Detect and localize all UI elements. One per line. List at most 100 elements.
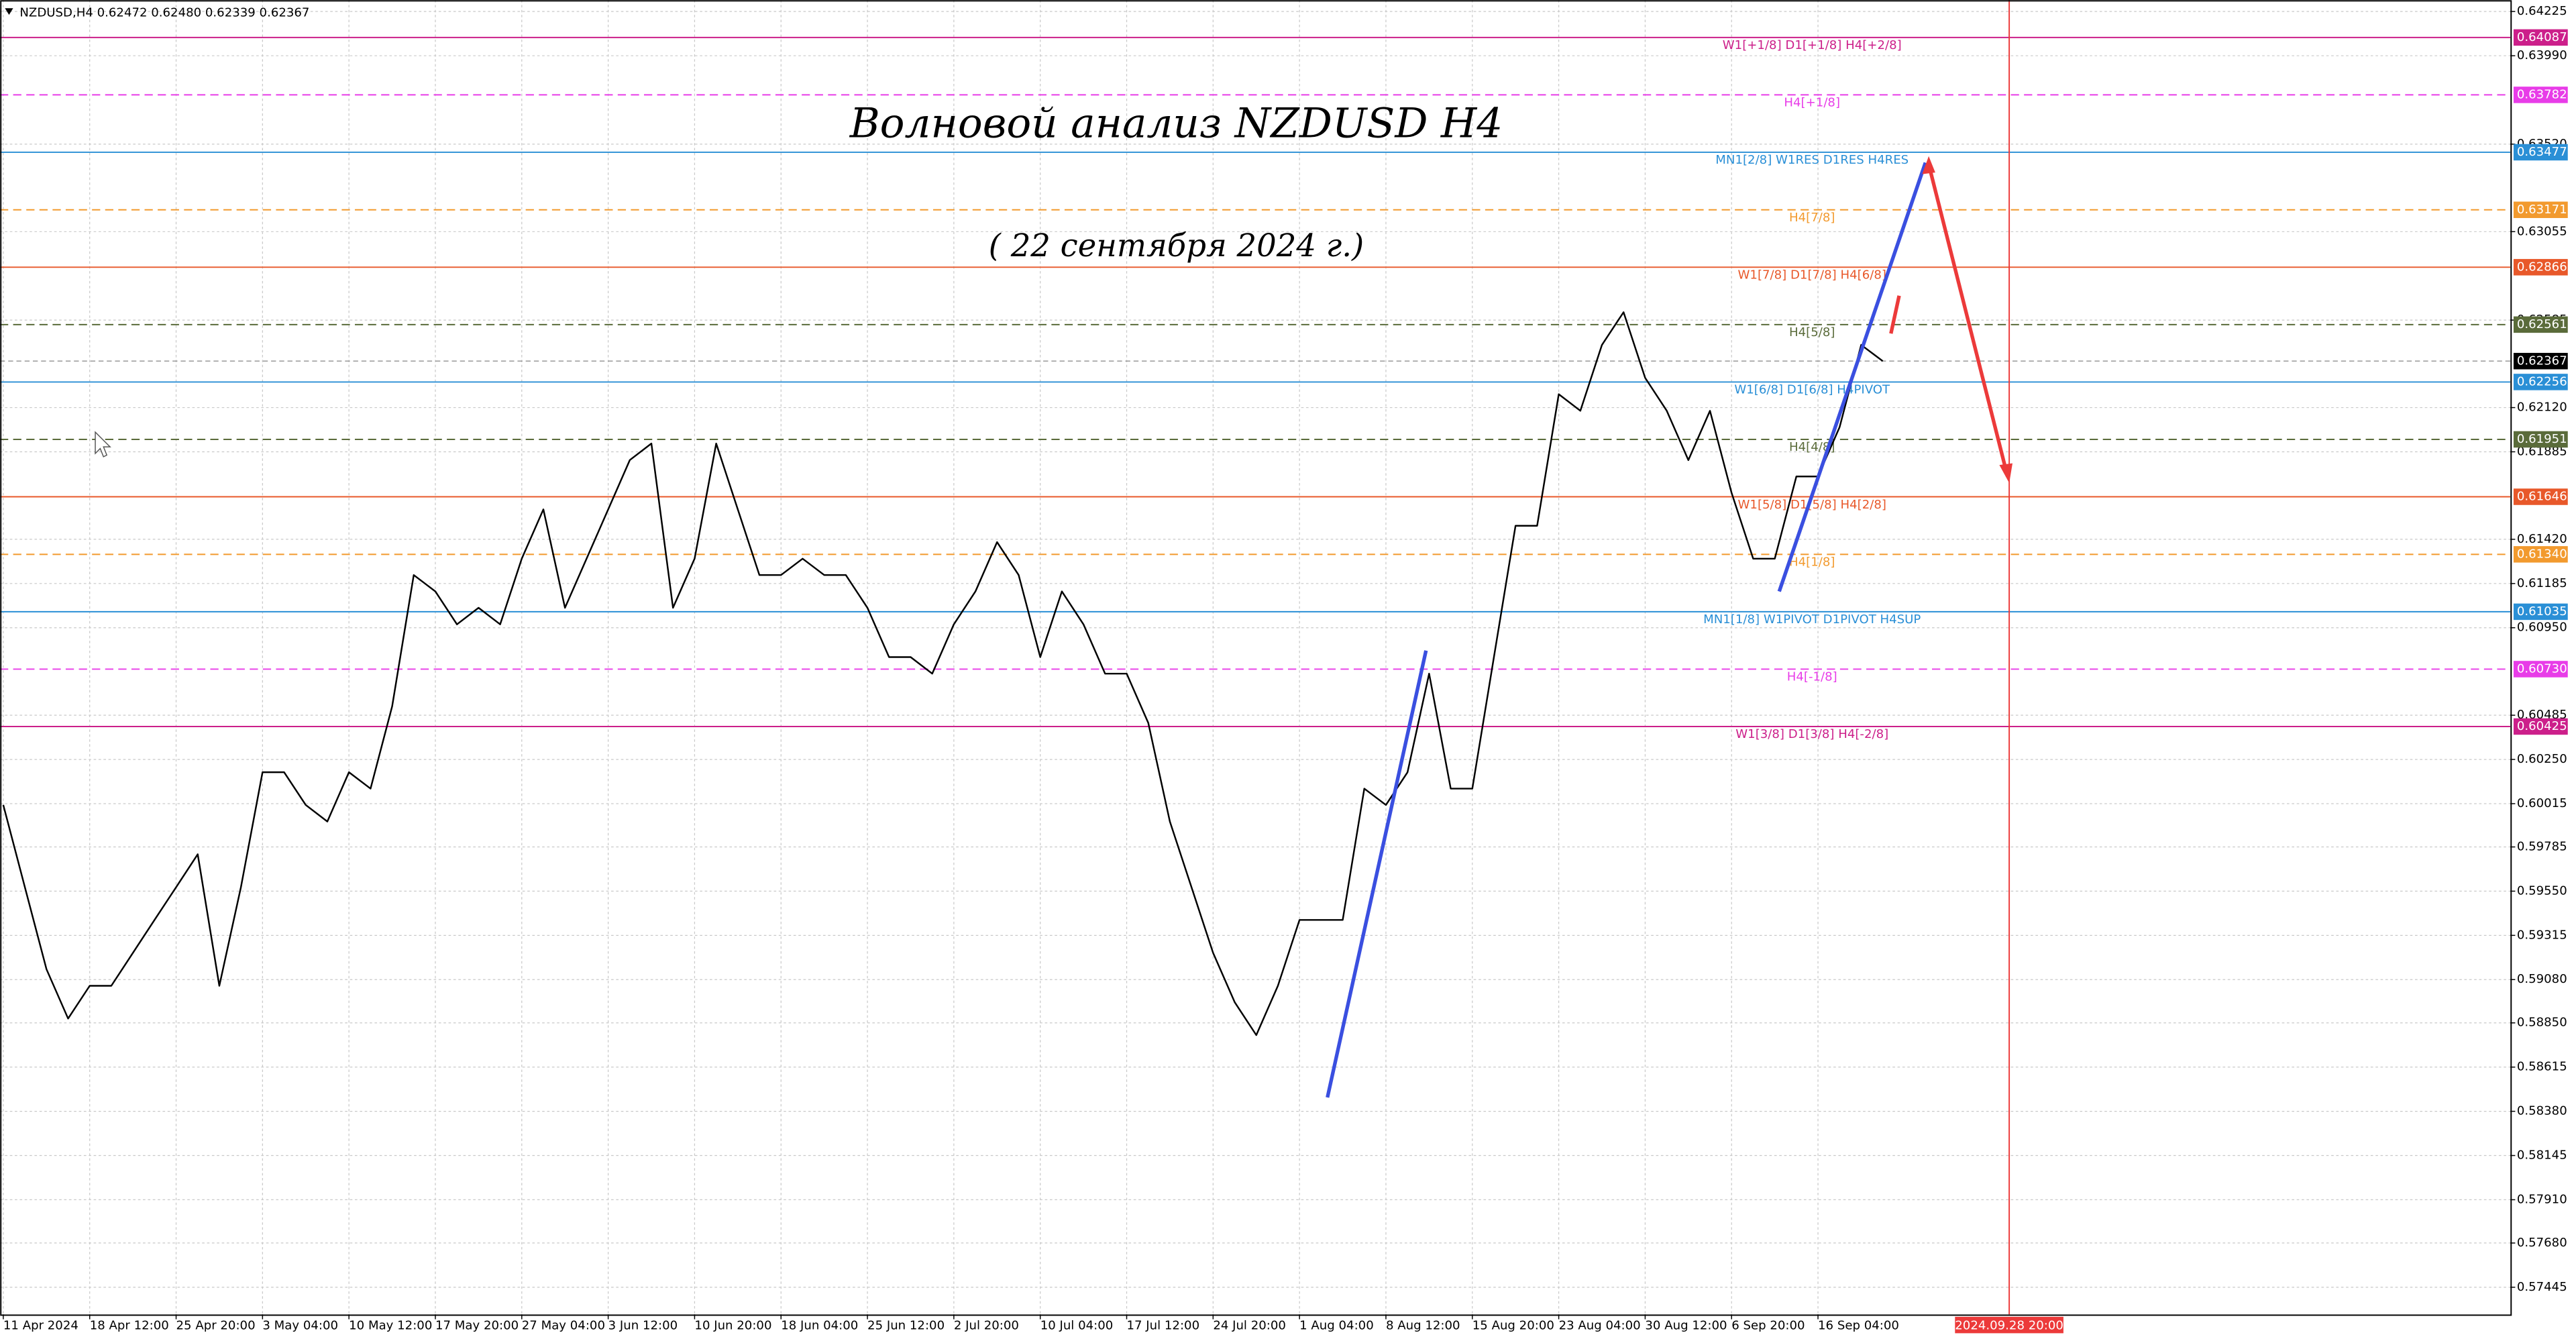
y-tick-label: 0.61420 — [2517, 532, 2567, 546]
forecast-line — [1927, 164, 2010, 477]
x-tick-label: 16 Sep 04:00 — [1818, 1318, 1899, 1332]
x-tick-label: 10 May 12:00 — [349, 1318, 432, 1332]
y-tick-label: 0.57910 — [2517, 1192, 2567, 1206]
level-label: H4[7/8] — [1789, 211, 1835, 225]
y-tick-label: 0.60950 — [2517, 621, 2567, 635]
x-tick-label: 25 Apr 20:00 — [176, 1318, 256, 1332]
level-label: W1[3/8] D1[3/8] H4[-2/8] — [1735, 727, 1888, 741]
price-label: 0.61951 — [2517, 432, 2567, 446]
level-label: H4[5/8] — [1789, 325, 1835, 339]
axes: 0.642250.639900.635200.630550.625850.621… — [3, 4, 2568, 1332]
y-tick-label: 0.59080 — [2517, 972, 2567, 986]
price-label-box — [2513, 661, 2568, 678]
mouse-cursor — [95, 431, 111, 458]
grid — [0, 0, 2511, 1315]
level-label: H4[4/8] — [1789, 440, 1835, 454]
x-tick-label: 8 Aug 12:00 — [1386, 1318, 1460, 1332]
series — [2, 311, 1884, 1036]
level-label: W1[6/8] D1[6/8] H4PIVOT — [1734, 383, 1890, 397]
y-tick-label: 0.58615 — [2517, 1060, 2567, 1074]
price-label: 0.63171 — [2517, 203, 2567, 217]
plot-frame — [0, 0, 2512, 1316]
arrow-head — [1922, 156, 1935, 174]
price-label-box — [2513, 353, 2568, 370]
x-tick-label: 25 Jun 12:00 — [867, 1318, 945, 1332]
level-label: MN1[1/8] W1PIVOT D1PIVOT H4SUP — [1703, 612, 1921, 627]
price-label-box — [2513, 87, 2568, 103]
price-label: 0.62561 — [2517, 317, 2567, 331]
price-label-box — [2513, 201, 2568, 219]
x-tick-label: 18 Apr 12:00 — [90, 1318, 169, 1332]
y-tick-label: 0.57680 — [2517, 1236, 2567, 1250]
x-tick-label: 30 Aug 12:00 — [1645, 1318, 1727, 1332]
level-label: W1[5/8] D1[5/8] H4[2/8] — [1738, 498, 1886, 512]
y-tick-label: 0.58145 — [2517, 1148, 2567, 1162]
levels: W1[+1/8] D1[+1/8] H4[+2/8] H4[+1/8] MN1[2/… — [0, 36, 2511, 741]
price-label: 0.61646 — [2517, 490, 2567, 504]
future-marker-box — [1955, 1316, 2063, 1334]
price-label-box — [2513, 144, 2568, 161]
future-marker: 2024.09.28 20:00 — [1955, 1318, 2063, 1332]
y-tick-label: 0.61185 — [2517, 576, 2567, 590]
forecast-line — [1889, 295, 1901, 334]
price-label-box — [2513, 431, 2568, 448]
price-label-box — [2513, 29, 2568, 46]
y-tick-label: 0.60015 — [2517, 796, 2567, 810]
symbol-info: NZDUSD,H4 0.62472 0.62480 0.62339 0.6236… — [19, 6, 309, 20]
price-label-box — [2513, 316, 2568, 333]
x-tick-label: 17 Jul 12:00 — [1127, 1318, 1200, 1332]
price-label: 0.61035 — [2517, 604, 2567, 619]
price-label: 0.63477 — [2517, 145, 2567, 159]
y-tick-label: 0.62120 — [2517, 400, 2567, 415]
x-tick-label: 18 Jun 04:00 — [781, 1318, 858, 1332]
y-tick-label: 0.59785 — [2517, 840, 2567, 854]
y-tick-label: 0.61885 — [2517, 444, 2567, 458]
price-label-box — [2513, 374, 2568, 390]
chart-subtitle: ( 22 сентября 2024 г.) — [989, 227, 1364, 264]
y-tick-label: 0.63990 — [2517, 48, 2567, 62]
price-label: 0.62866 — [2517, 260, 2567, 274]
level-label: H4[1/8] — [1789, 555, 1835, 570]
x-tick-label: 3 May 04:00 — [262, 1318, 338, 1332]
price-label: 0.60425 — [2517, 719, 2567, 733]
price-label-box — [2513, 546, 2568, 563]
x-tick-label: 15 Aug 20:00 — [1472, 1318, 1554, 1332]
x-tick-label: 11 Apr 2024 — [3, 1318, 78, 1332]
x-tick-label: 17 May 20:00 — [435, 1318, 519, 1332]
price-label-box — [2513, 488, 2568, 505]
x-tick-label: 2 Jul 20:00 — [954, 1318, 1019, 1332]
y-tick-label: 0.60250 — [2517, 752, 2567, 766]
wave-line — [1326, 650, 1428, 1098]
x-tick-label: 27 May 04:00 — [522, 1318, 605, 1332]
y-tick-label: 0.59550 — [2517, 883, 2567, 898]
level-label: MN1[2/8] W1RES D1RES H4RES — [1715, 153, 1909, 167]
price-label: 0.62367 — [2517, 354, 2567, 368]
price-label: 0.60730 — [2517, 661, 2567, 676]
price-label-box — [2513, 603, 2568, 621]
y-tick-label: 0.57445 — [2517, 1280, 2567, 1294]
x-tick-label: 23 Aug 04:00 — [1559, 1318, 1641, 1332]
y-tick-label: 0.58850 — [2517, 1016, 2567, 1030]
price-line — [2, 311, 1884, 1036]
x-tick-label: 3 Jun 12:00 — [608, 1318, 678, 1332]
x-tick-label: 10 Jul 04:00 — [1040, 1318, 1114, 1332]
price-label: 0.61340 — [2517, 547, 2567, 561]
wave-line — [1777, 162, 1927, 592]
price-label: 0.62256 — [2517, 374, 2567, 388]
x-tick-label: 10 Jun 20:00 — [694, 1318, 771, 1332]
level-label: W1[+1/8] D1[+1/8] H4[+2/8] — [1723, 38, 1902, 52]
price-label-box — [2513, 718, 2568, 735]
level-label: H4[+1/8] — [1784, 96, 1840, 110]
y-tick-label: 0.59315 — [2517, 928, 2567, 942]
price-label: 0.63782 — [2517, 87, 2567, 101]
menu-triangle — [5, 8, 13, 15]
price-label-box — [2513, 259, 2568, 276]
x-tick-label: 1 Aug 04:00 — [1299, 1318, 1374, 1332]
level-label: W1[7/8] D1[7/8] H4[6/8] — [1738, 268, 1886, 282]
x-tick-label: 6 Sep 20:00 — [1731, 1318, 1805, 1332]
price-label: 0.64087 — [2517, 30, 2567, 44]
chart-title: Волновой анализ NZDUSD H4 — [849, 100, 1503, 148]
level-label: H4[-1/8] — [1787, 670, 1837, 684]
x-tick-label: 24 Jul 20:00 — [1213, 1318, 1286, 1332]
